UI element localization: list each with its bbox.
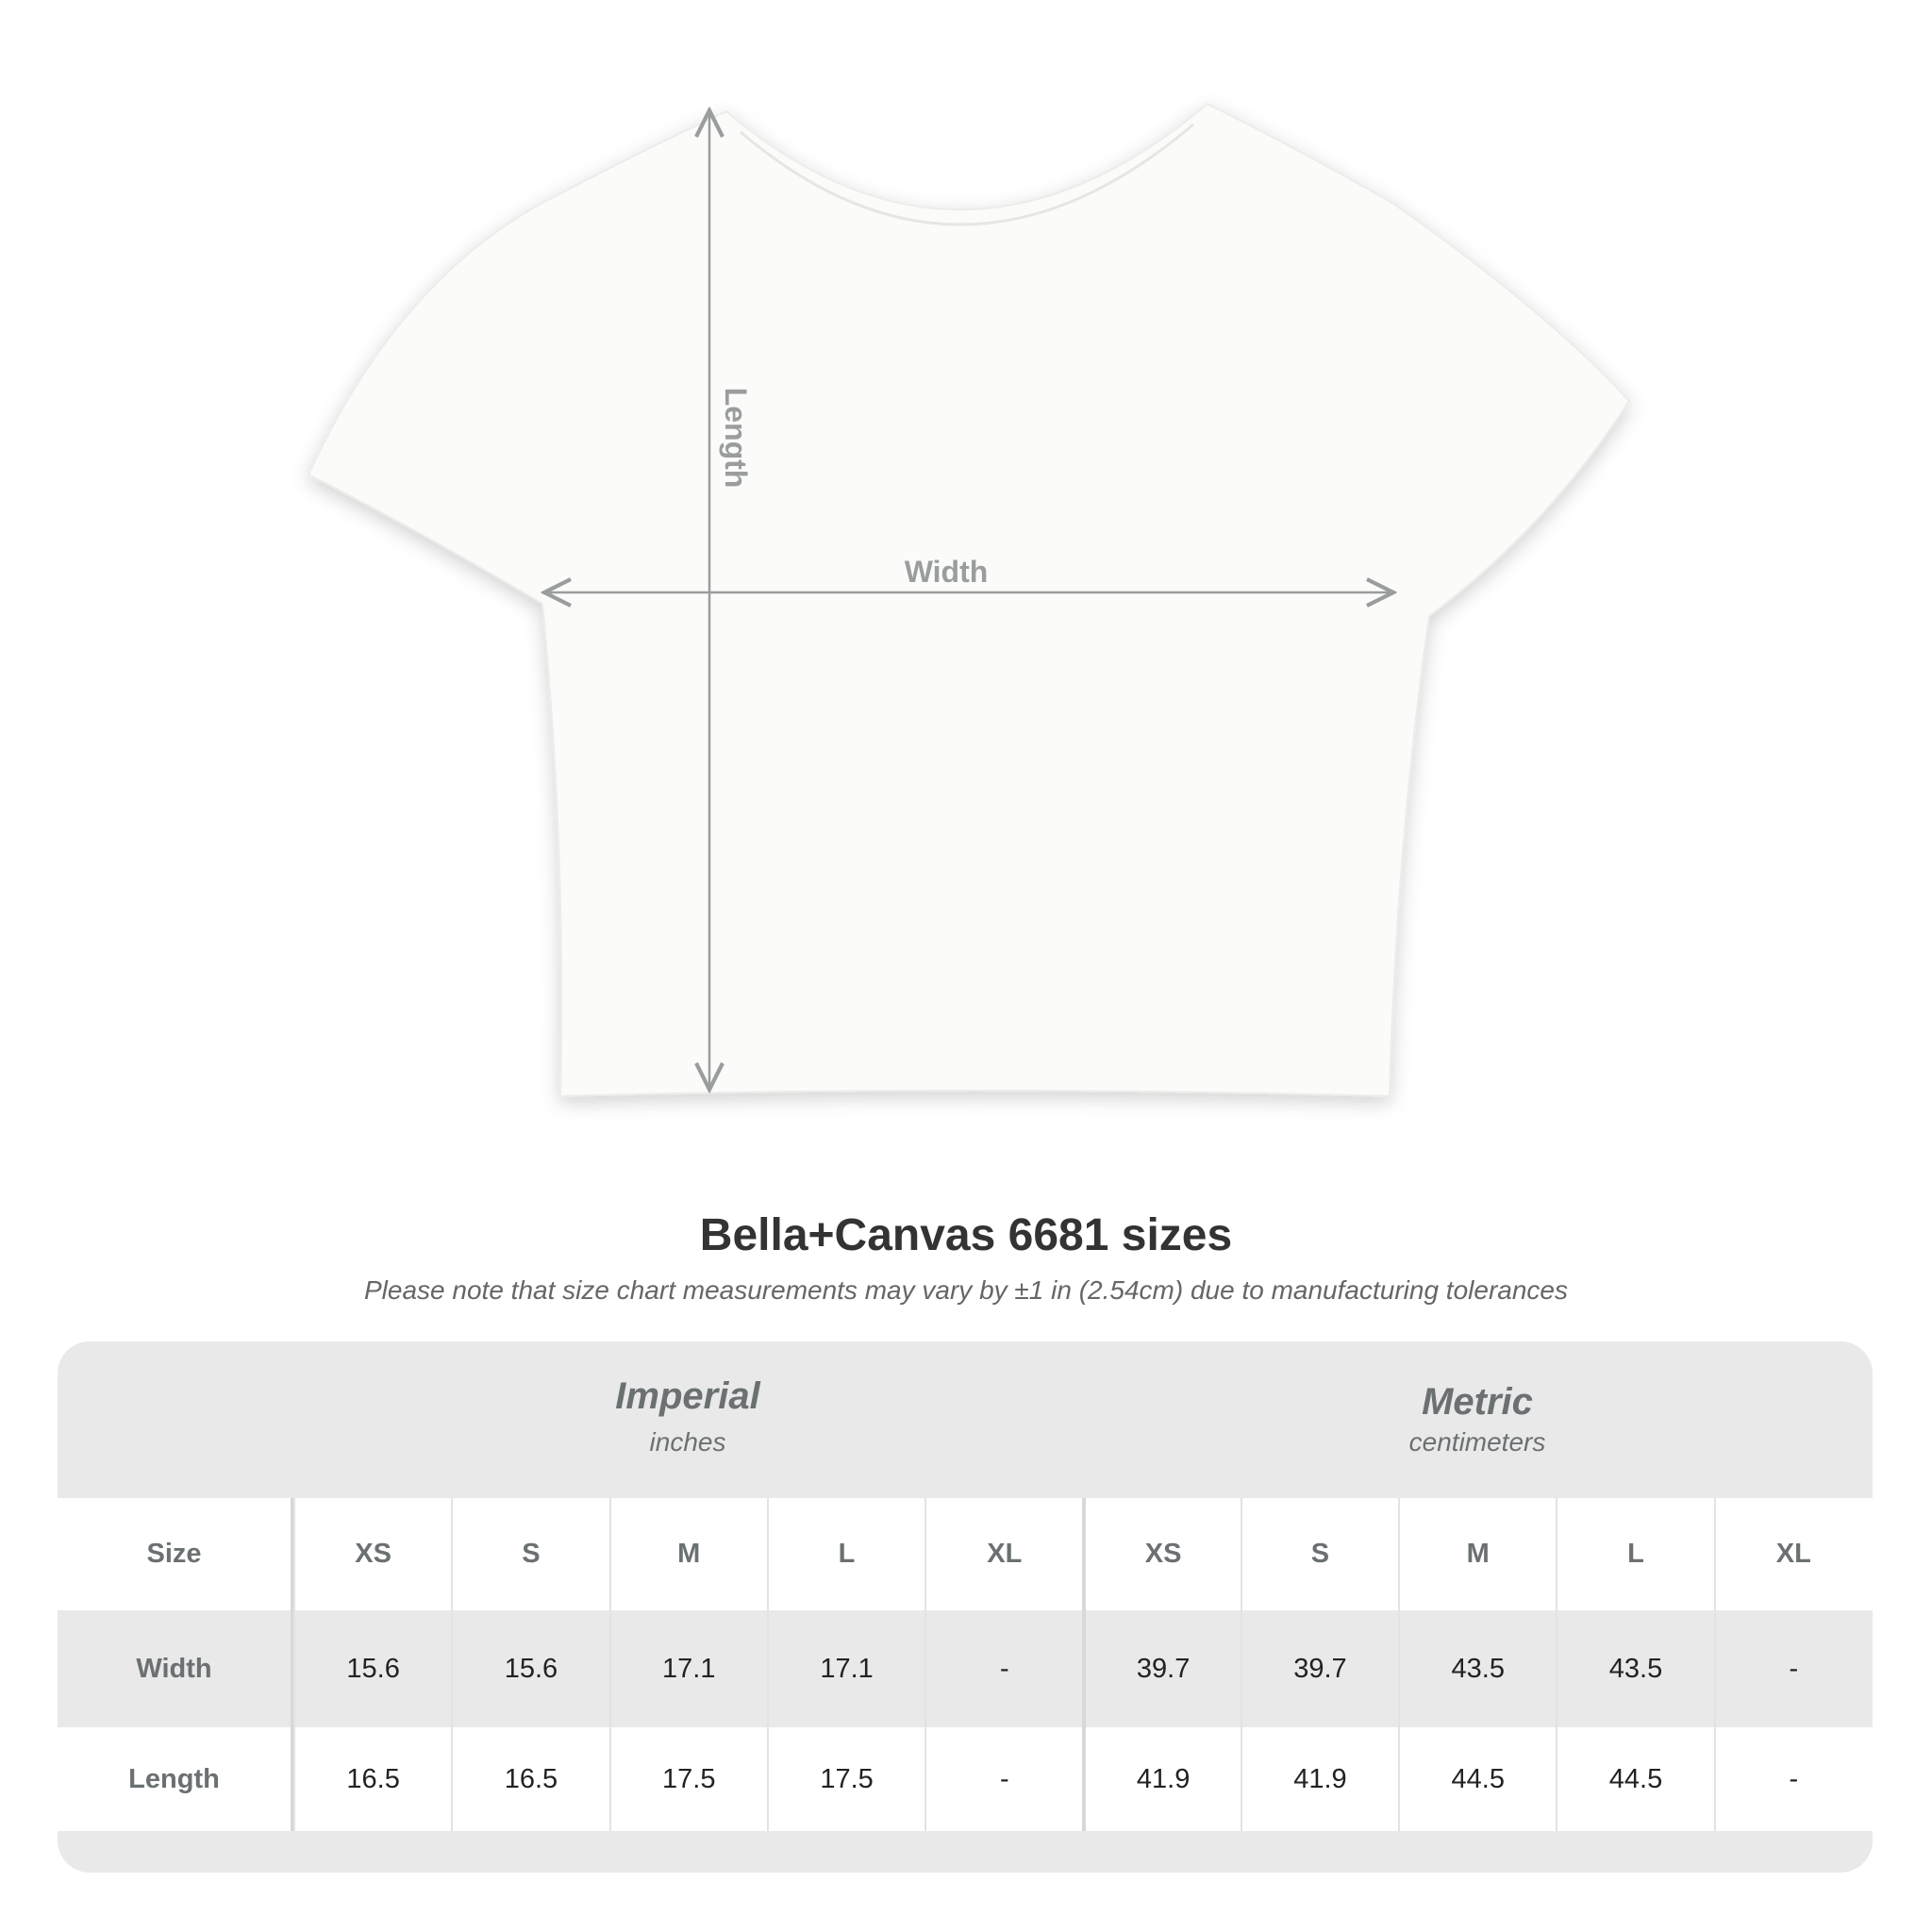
imperial-unit: inches <box>649 1427 726 1457</box>
row-label: Size <box>58 1498 293 1610</box>
neckline-stitch <box>740 123 1194 226</box>
tshirt-shape <box>307 102 1631 1098</box>
value-cell: 44.5 <box>1556 1727 1713 1831</box>
value-cell: 15.6 <box>293 1610 451 1727</box>
tolerance-note: Please note that size chart measurements… <box>364 1275 1568 1305</box>
size-header-cell: XL <box>1713 1498 1872 1610</box>
table-row-length: Length 16.5 16.5 17.5 17.5-41.9 41.9 44.5 44.5- <box>58 1727 1873 1831</box>
value-cell: 16.5 <box>451 1727 608 1831</box>
table-row-size: Size XS S M L XL XS S M L XL <box>58 1498 1873 1610</box>
value-cell: 43.5 <box>1398 1610 1556 1727</box>
value-cell: 44.5 <box>1398 1727 1556 1831</box>
value-cell: 39.7 <box>1082 1610 1240 1727</box>
size-header-cell: S <box>451 1498 608 1610</box>
width-label: Width <box>905 555 989 589</box>
size-header-cell: L <box>1556 1498 1713 1610</box>
value-cell: - <box>924 1610 1082 1727</box>
size-header-cell: S <box>1240 1498 1398 1610</box>
value-cell: 17.5 <box>608 1727 767 1831</box>
page-title: Bella+Canvas 6681 sizes <box>699 1210 1233 1260</box>
metric-unit: centimeters <box>1408 1427 1546 1457</box>
value-cell: - <box>1713 1727 1872 1831</box>
metric-label: Metric <box>1422 1381 1533 1423</box>
value-cell: 17.1 <box>608 1610 767 1727</box>
size-table: Imperial inches Metric centimeters Size X… <box>58 1341 1873 1873</box>
value-cell: 39.7 <box>1240 1610 1398 1727</box>
row-label: Width <box>58 1610 293 1727</box>
length-label: Length <box>719 388 753 489</box>
value-cell: 17.5 <box>766 1727 924 1831</box>
value-cell: - <box>924 1727 1082 1831</box>
size-header-cell: XS <box>1082 1498 1240 1610</box>
value-cell: 15.6 <box>451 1610 608 1727</box>
size-header-cell: L <box>766 1498 924 1610</box>
imperial-header: Imperial inches <box>293 1375 1082 1532</box>
size-header-cell: M <box>608 1498 767 1610</box>
table-row-width: Width 15.6 15.6 17.1 17.1-39.7 39.7 43.5 43.5- <box>58 1610 1873 1727</box>
imperial-label: Imperial <box>615 1375 760 1417</box>
size-header-cell: XS <box>293 1498 451 1610</box>
row-label: Length <box>58 1727 293 1831</box>
value-cell: - <box>1713 1610 1872 1727</box>
value-cell: 43.5 <box>1556 1610 1713 1727</box>
value-cell: 41.9 <box>1240 1727 1398 1831</box>
tshirt-measurement-diagram: Width Length <box>307 102 1631 1098</box>
size-header-cell: XL <box>924 1498 1082 1610</box>
value-cell: 16.5 <box>293 1727 451 1831</box>
metric-header: Metric centimeters <box>1082 1381 1873 1538</box>
size-header-cell: M <box>1398 1498 1556 1610</box>
value-cell: 17.1 <box>766 1610 924 1727</box>
value-cell: 41.9 <box>1082 1727 1240 1831</box>
